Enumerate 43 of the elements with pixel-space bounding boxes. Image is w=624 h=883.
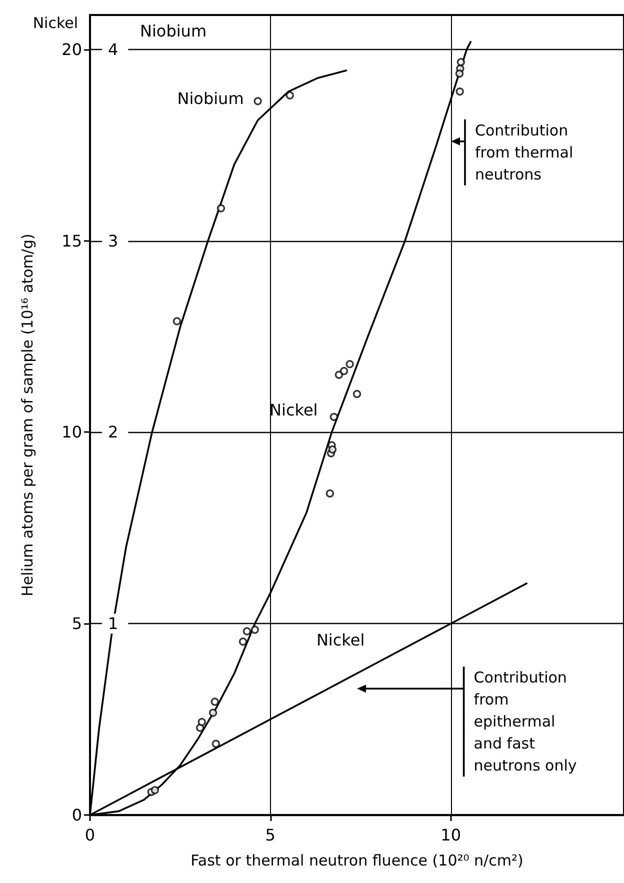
point [326,489,334,498]
point [328,445,337,454]
x-axis-title: Fast or thermal neutron fluence (10²⁰ n/cm²) [190,852,524,870]
y-axis-title: Helium atoms per gram of sample (10¹⁶ atom/g) [18,234,36,596]
y2-tick-label: 2 [108,422,118,442]
y-tick-label: 15 [62,231,82,250]
point [238,638,248,646]
annotation: Contribution from thermal neutrons [474,121,578,184]
point [340,366,348,376]
point [334,370,344,379]
point [330,412,338,421]
point [172,317,182,326]
y-tick-label: 0 [72,806,82,824]
point [210,698,219,706]
point [250,626,259,634]
point [456,88,464,96]
point [254,97,262,106]
series-label: Niobium [177,88,244,108]
y2-tick-label: 3 [108,231,118,250]
point [346,360,354,368]
series-label: Nickel [316,630,365,650]
point [352,390,362,398]
point [242,627,252,636]
x-tick-label: 10 [440,826,461,844]
y-tick-label: 5 [72,614,82,634]
x-tick-label: 5 [265,826,276,844]
series-label: Nickel [270,400,318,420]
annotation: Contribution from epithermal and fast neutrons only [474,668,577,775]
y2-tick-label: 1 [108,614,118,634]
point [150,786,159,794]
annotation: Niobium [140,22,207,40]
y2-tick-label: 4 [108,40,118,59]
text: Nickel [32,14,78,32]
point [456,58,465,66]
point [455,70,464,78]
point [198,718,206,726]
point [208,708,218,717]
x-tick-label: 0 [84,826,96,844]
point [216,204,226,212]
point [286,91,294,100]
y-tick-label: 10 [62,422,82,442]
point [212,740,220,748]
y-tick-label: 20 [62,40,82,59]
